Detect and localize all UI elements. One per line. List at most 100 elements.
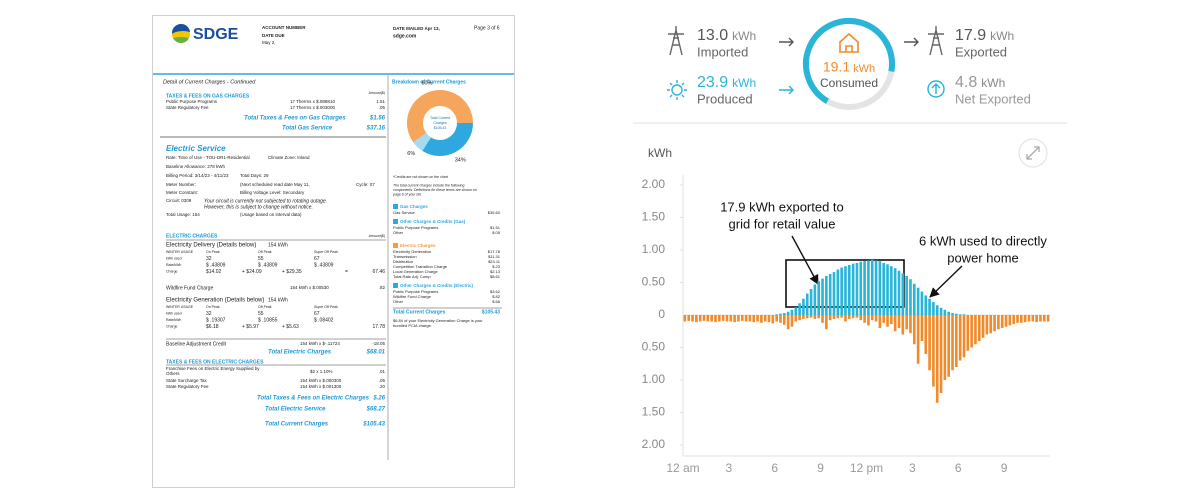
text: Charge [166, 324, 178, 328]
stat-value: 4.8 [955, 74, 977, 91]
text: + $29.35 [282, 269, 302, 275]
group-icon [393, 283, 398, 288]
bar [916, 287, 920, 315]
text: Baseline Adjustment Credit [166, 341, 227, 347]
bar [798, 315, 801, 321]
text: Total Gas Service [282, 126, 333, 132]
text: $68.27 [366, 407, 386, 413]
text: $.05 [492, 230, 501, 235]
section-title: TAXES & FEES ON ELECTRIC CHARGES [166, 359, 264, 365]
bar [840, 267, 843, 315]
bar [985, 315, 989, 335]
y-tick-label: 0.50 [642, 340, 666, 354]
bar [886, 264, 889, 315]
bar [1016, 315, 1019, 323]
net-export-icon [927, 80, 945, 98]
text: Circuit: 0308 [166, 198, 192, 203]
text: 32 [206, 256, 212, 262]
bar [890, 315, 893, 325]
bar [744, 315, 748, 322]
bar [924, 315, 928, 354]
bar [1004, 315, 1008, 327]
bar [721, 315, 725, 321]
text: Climate Zone: Inland [268, 155, 310, 160]
bar [958, 315, 962, 361]
text: $6.18 [206, 324, 219, 330]
text: $.82 [492, 294, 501, 299]
text: .05 [379, 378, 386, 383]
group-icon [393, 204, 398, 209]
text: Billing Voltage Level: Secondary [240, 190, 305, 195]
x-tick-label: 6 [955, 461, 962, 475]
text: State Regulatory Fee [166, 384, 209, 389]
text: $3.62 [490, 289, 501, 294]
text: 32 [206, 311, 212, 317]
text: $23.11 [488, 259, 501, 264]
bar [779, 313, 782, 315]
text: 17 Therms x $.088810 [290, 99, 335, 104]
expand-button[interactable] [1018, 138, 1048, 168]
bar [775, 314, 778, 315]
text: page 6 of your bill. [392, 192, 422, 196]
consumed-ring-arc [803, 18, 895, 104]
bar [932, 315, 935, 387]
text: The total current charges include the fo… [393, 183, 464, 187]
bar [790, 315, 794, 327]
text: On Peak [206, 250, 220, 254]
bar [840, 315, 843, 318]
tower-icon [928, 26, 944, 56]
annotation-arrow [929, 265, 963, 298]
bar [725, 315, 729, 322]
bar [993, 315, 996, 332]
text: Total Days: 29 [240, 173, 269, 178]
text: WINTER USAGE [166, 250, 194, 254]
text: Charges [433, 121, 446, 125]
stat-unit: kWh [981, 76, 1005, 90]
text: 67 [314, 311, 320, 317]
bar [958, 314, 962, 315]
section-title: TAXES & FEES ON GAS CHARGES [166, 93, 250, 99]
text: Charge [166, 269, 178, 273]
text: Wildfire Fund Charge [393, 294, 432, 299]
y-tick-label: 1.00 [642, 372, 666, 386]
bar [847, 315, 851, 319]
text: (Next scheduled read date May 11, [240, 182, 310, 187]
text: Franchise Fees on Electric Energy Suppli… [166, 366, 260, 371]
text: $2 x 1.10% [310, 369, 333, 374]
text: Baseline Allowance: 278 kWh [166, 164, 226, 169]
bar [1012, 315, 1015, 325]
logo-icon [171, 23, 190, 43]
bar [912, 315, 916, 345]
bar [771, 315, 775, 324]
x-tick-label: 3 [726, 461, 733, 475]
text: components. Definitions for these terms … [393, 188, 477, 192]
text: 17 Therms x $.003000 [290, 105, 335, 110]
stat-unit: kWh [990, 29, 1014, 43]
text: Other Charges & Credits (Electric) [400, 283, 474, 288]
stat-value: 13.0 [697, 27, 728, 44]
bar [836, 315, 840, 319]
x-tick-label: 3 [909, 461, 916, 475]
bar [817, 315, 821, 319]
bar [809, 289, 813, 315]
text: .05 [379, 105, 386, 110]
bar [752, 315, 756, 323]
stat-unit: kWh [853, 63, 875, 75]
bar [878, 261, 882, 315]
stat-label: Net Exported [955, 91, 1031, 106]
bar [1042, 315, 1046, 322]
group-icon [393, 219, 398, 224]
bar [782, 315, 786, 325]
annotation: power home [947, 250, 1019, 265]
bar [962, 315, 966, 358]
annotation: 6 kWh used to directly [919, 233, 1047, 248]
text: 154 kWh [268, 297, 288, 303]
bar [825, 315, 828, 330]
text: $8.61 [490, 274, 501, 279]
bar [951, 315, 954, 371]
text: $2.13 [490, 269, 501, 274]
text: Public Purpose Programs [393, 225, 438, 230]
annotation: grid for retail value [729, 216, 836, 231]
bar [970, 315, 973, 348]
